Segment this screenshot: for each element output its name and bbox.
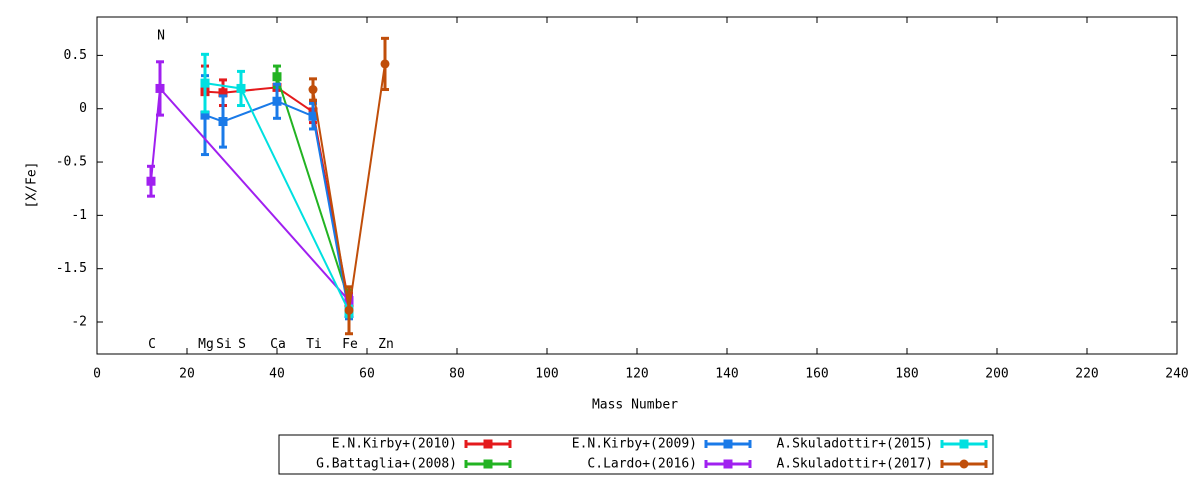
marker bbox=[236, 83, 246, 93]
y-tick-label: -1.5 bbox=[56, 261, 87, 276]
y-tick-label: 0.5 bbox=[64, 48, 87, 63]
series-line bbox=[204, 100, 350, 314]
y-axis-label: [X/Fe] bbox=[25, 162, 40, 209]
legend-label: A.Skuladottir+(2015) bbox=[776, 437, 933, 452]
legend-swatch bbox=[483, 459, 493, 469]
x-tick-label: 80 bbox=[449, 367, 465, 382]
marker bbox=[146, 176, 156, 186]
legend-swatch bbox=[723, 459, 733, 469]
legend-label: C.Lardo+(2016) bbox=[587, 457, 697, 472]
marker bbox=[218, 117, 228, 127]
legend-label: A.Skuladottir+(2017) bbox=[776, 457, 933, 472]
marker bbox=[308, 111, 318, 121]
marker bbox=[200, 110, 210, 120]
legend-swatch bbox=[959, 439, 969, 449]
legend-swatch bbox=[723, 439, 733, 449]
series-line bbox=[150, 86, 350, 302]
plot-frame bbox=[96, 16, 1178, 355]
x-tick-label: 240 bbox=[1165, 367, 1188, 382]
element-label: C bbox=[148, 337, 156, 352]
series-line bbox=[276, 76, 350, 301]
x-tick-label: 120 bbox=[625, 367, 648, 382]
y-tick-label: -2 bbox=[71, 315, 87, 330]
x-tick-label: 20 bbox=[179, 367, 195, 382]
legend-swatch bbox=[483, 439, 493, 449]
marker bbox=[272, 72, 282, 82]
y-tick-label: 0 bbox=[79, 101, 87, 116]
element-label: Si bbox=[216, 337, 232, 352]
x-tick-label: 0 bbox=[93, 367, 101, 382]
x-tick-label: 220 bbox=[1075, 367, 1098, 382]
marker bbox=[200, 78, 210, 88]
legend-label: G.Battaglia+(2008) bbox=[316, 457, 457, 472]
marker bbox=[380, 59, 390, 69]
legend-label: E.N.Kirby+(2010) bbox=[332, 437, 457, 452]
legend-box bbox=[278, 434, 994, 475]
x-tick-label: 200 bbox=[985, 367, 1008, 382]
y-tick-label: -1 bbox=[71, 208, 87, 223]
element-label: Ti bbox=[306, 337, 322, 352]
x-tick-label: 160 bbox=[805, 367, 828, 382]
x-tick-label: 60 bbox=[359, 367, 375, 382]
marker bbox=[272, 96, 282, 106]
element-label: N bbox=[157, 29, 165, 44]
marker bbox=[218, 88, 228, 98]
element-label: Zn bbox=[378, 337, 394, 352]
x-tick-label: 40 bbox=[269, 367, 285, 382]
element-label: Ca bbox=[270, 337, 286, 352]
element-label: Fe bbox=[342, 337, 358, 352]
marker bbox=[344, 305, 354, 315]
element-label: S bbox=[238, 337, 246, 352]
legend-label: E.N.Kirby+(2009) bbox=[572, 437, 697, 452]
legend-swatch bbox=[959, 459, 969, 469]
marker bbox=[155, 83, 165, 93]
marker bbox=[308, 85, 318, 95]
element-label: Mg bbox=[198, 337, 214, 352]
y-tick-label: -0.5 bbox=[56, 155, 87, 170]
x-tick-label: 180 bbox=[895, 367, 918, 382]
x-tick-label: 140 bbox=[715, 367, 738, 382]
x-tick-label: 100 bbox=[535, 367, 558, 382]
x-axis-label: Mass Number bbox=[592, 398, 678, 413]
